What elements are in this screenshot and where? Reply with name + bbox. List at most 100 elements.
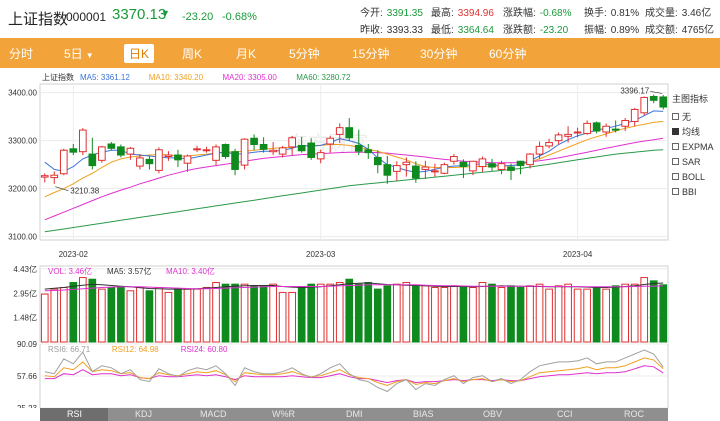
indicator-option-bbi[interactable]: BBI — [672, 184, 720, 199]
volume-bar — [136, 286, 144, 343]
checkbox-icon — [672, 188, 679, 195]
candle-body — [345, 127, 354, 139]
volume-bar — [40, 293, 49, 343]
volume-bar — [250, 285, 258, 343]
tab-weekly-k[interactable]: 周K — [182, 47, 203, 61]
price-axis-tick-label: 3200.00 — [8, 185, 37, 194]
stat-low: 最低: 3364.64 — [431, 25, 494, 36]
ind-tab-rsi[interactable]: RSI — [67, 409, 83, 419]
indicator-option-boll[interactable]: BOLL — [672, 169, 720, 184]
ind-tab-macd[interactable]: MACD — [200, 409, 227, 419]
legend-rsi12: RSI12: 64.98 — [112, 345, 159, 354]
volume-bar — [259, 285, 268, 343]
candle-body — [516, 160, 525, 167]
volume-bar — [354, 283, 363, 343]
candle-body — [507, 166, 515, 171]
candle-body — [611, 128, 620, 131]
volume-bar — [174, 288, 182, 343]
legend-ma60: MA60: 3280.72 — [296, 73, 351, 82]
current-price: 3370.13 — [112, 6, 167, 23]
volume-bar — [297, 286, 306, 343]
volume-bar — [269, 283, 277, 343]
main-indicator-panel: 主图指标 无 均线 EXPMA SAR BOLL BBI — [672, 92, 720, 199]
active-indicator-highlight — [40, 408, 108, 421]
candle-body — [250, 137, 258, 145]
legend-ma10: MA10: 3.40亿 — [166, 266, 215, 276]
legend-rsi6: RSI6: 66.71 — [48, 345, 91, 354]
volume-bar — [630, 283, 639, 343]
candle-body — [288, 137, 296, 148]
candle-body — [459, 161, 468, 168]
volume-bar — [345, 278, 354, 343]
volume-bar — [564, 283, 572, 343]
tab-5min[interactable]: 5分钟 — [289, 47, 320, 61]
volume-bar — [126, 290, 135, 343]
volume-bar — [402, 282, 411, 343]
volume-bar — [78, 277, 87, 343]
volume-bar — [364, 282, 373, 343]
dropdown-caret-icon: ▼ — [85, 51, 94, 60]
indicator-option-sar[interactable]: SAR — [672, 154, 720, 169]
volume-bar — [459, 286, 468, 343]
stock-code: 000001 — [66, 10, 107, 24]
candle-body — [431, 170, 439, 173]
candle-body — [240, 138, 249, 166]
ma10-line — [44, 120, 664, 198]
candle-body — [554, 134, 563, 142]
volume-bar — [469, 286, 477, 343]
candle-body — [440, 164, 449, 174]
legend-ma10: MA10: 3340.20 — [149, 73, 204, 82]
quote-header: 上证指数 000001 3370.13 ▼ -23.20 -0.68% 今开: 3… — [0, 0, 720, 36]
indicator-option-expma[interactable]: EXPMA — [672, 139, 720, 154]
candle-body — [630, 108, 639, 122]
candle-body — [98, 146, 106, 161]
tab-intraday[interactable]: 分时 — [9, 47, 34, 61]
candle-body — [126, 147, 135, 155]
volume-axis-tick-label: 1.48亿 — [13, 313, 37, 323]
candle-body — [88, 153, 97, 167]
candle-body — [602, 125, 610, 133]
tab-30min[interactable]: 30分钟 — [420, 47, 458, 61]
ind-tab-bias[interactable]: BIAS — [413, 409, 434, 419]
indicator-option-none[interactable]: 无 — [672, 109, 720, 124]
candle-body — [316, 152, 325, 160]
candle-body — [545, 142, 553, 147]
tab-60min[interactable]: 60分钟 — [489, 47, 527, 61]
candle-body — [335, 127, 344, 135]
tab-monthly-k[interactable]: 月K — [236, 47, 257, 61]
candle-body — [354, 144, 363, 152]
volume-bar — [440, 286, 449, 343]
ind-tab-roc[interactable]: ROC — [624, 409, 644, 419]
candle-body — [649, 95, 658, 101]
volume-bar — [573, 288, 582, 343]
stat-high: 最高: 3394.96 — [431, 8, 494, 19]
main-chart-title: 上证指数 — [42, 72, 74, 82]
high-annotation: 3396.17 — [620, 86, 649, 95]
candle-body — [69, 148, 78, 153]
volume-bar — [107, 286, 116, 343]
volume-bar — [497, 286, 506, 343]
candle-body — [535, 145, 544, 155]
stat-turnover: 换手: 0.81% — [584, 8, 640, 19]
stat-open: 今开: 3391.35 — [360, 8, 423, 19]
volume-bar — [335, 282, 344, 343]
ma5-line — [44, 110, 664, 173]
volume-bar — [98, 288, 106, 343]
price-axis-tick-label: 3400.00 — [8, 89, 37, 98]
candle-body — [307, 142, 316, 158]
volume-panel: 4.43亿 2.95亿 1.48亿 VOL: 3.46亿 MA5: 3.57亿 MA10… — [13, 264, 669, 343]
ind-tab-kdj[interactable]: KDJ — [135, 409, 153, 419]
tab-daily-k[interactable]: 日K — [124, 44, 155, 63]
volume-bar — [545, 288, 553, 343]
volume-bar — [88, 278, 97, 343]
candle-body — [202, 149, 211, 152]
indicator-option-ma[interactable]: 均线 — [672, 124, 720, 139]
ind-tab-wr[interactable]: W%R — [272, 409, 295, 419]
legend-ma5: MA5: 3361.12 — [80, 73, 130, 82]
ind-tab-dmi[interactable]: DMI — [346, 409, 363, 419]
ind-tab-cci[interactable]: CCI — [557, 409, 573, 419]
ind-tab-obv[interactable]: OBV — [483, 409, 503, 419]
rsi-panel: 90.09 57.66 25.23 RSI6: 66.71 RSI12: 64.98 R… — [17, 340, 669, 408]
tab-15min[interactable]: 15分钟 — [352, 47, 390, 61]
tab-5day[interactable]: 5日 ▼ — [64, 47, 94, 61]
